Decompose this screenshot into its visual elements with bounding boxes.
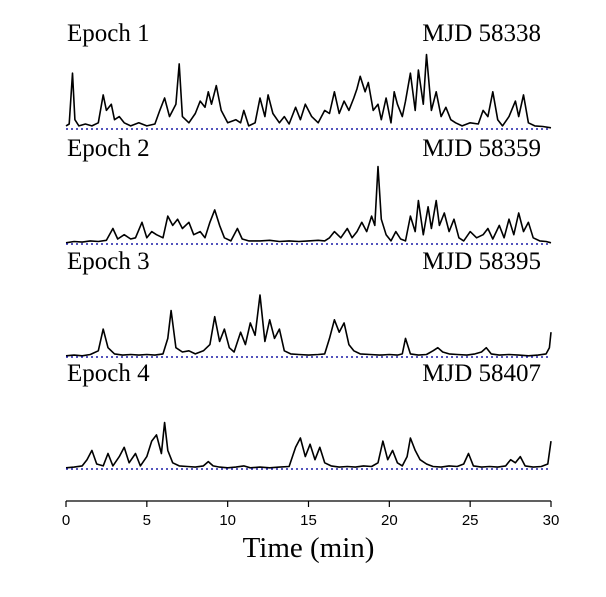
epoch-label: Epoch 1 bbox=[67, 20, 150, 47]
epoch-panel: Epoch 1 MJD 58338 bbox=[65, 20, 552, 130]
mjd-label: MJD 58395 bbox=[422, 248, 541, 275]
x-tick-label: 5 bbox=[143, 512, 151, 529]
epoch-label: Epoch 3 bbox=[67, 248, 150, 275]
x-tick-label: 30 bbox=[543, 512, 560, 529]
epoch-panel: Epoch 4 MJD 58407 bbox=[65, 360, 552, 470]
mjd-label: MJD 58407 bbox=[422, 360, 541, 387]
epoch-panel: Epoch 3 MJD 58395 bbox=[65, 248, 552, 358]
light-curve-line bbox=[65, 421, 552, 469]
light-curve-line bbox=[65, 294, 552, 357]
x-axis-title: Time (min) bbox=[243, 532, 375, 564]
epoch-label: Epoch 2 bbox=[67, 135, 150, 162]
x-tick-label: 15 bbox=[300, 512, 317, 529]
mjd-label: MJD 58338 bbox=[422, 20, 541, 47]
x-axis: 0 5 10 15 20 25 30 bbox=[62, 500, 560, 529]
x-tick-label: 20 bbox=[381, 512, 398, 529]
x-tick-label: 25 bbox=[462, 512, 479, 529]
light-curve-line bbox=[65, 165, 552, 244]
panels-group: Epoch 1 MJD 58338 Epoch 2 MJD 58359 Epoch 3 M… bbox=[65, 20, 552, 470]
x-tick-label: 10 bbox=[219, 512, 236, 529]
epoch-panel: Epoch 2 MJD 58359 bbox=[65, 135, 552, 245]
x-ticks-group: 0 5 10 15 20 25 30 bbox=[62, 501, 560, 529]
epoch-label: Epoch 4 bbox=[67, 360, 150, 387]
mjd-label: MJD 58359 bbox=[422, 135, 541, 162]
light-curve-line bbox=[65, 53, 552, 129]
x-tick-label: 0 bbox=[62, 512, 70, 529]
